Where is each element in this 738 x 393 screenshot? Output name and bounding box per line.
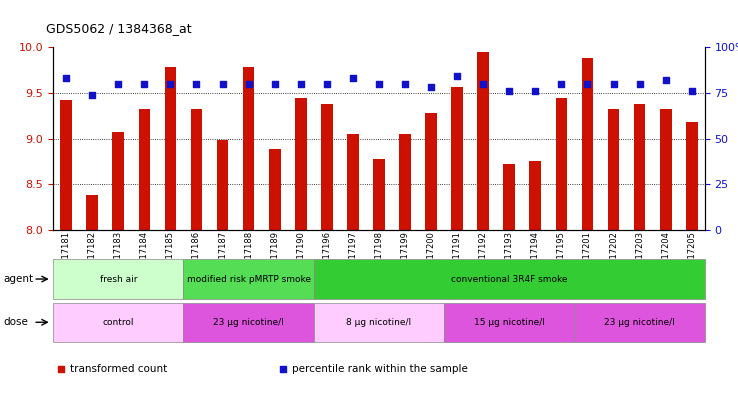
Point [399,81,411,87]
Point [347,75,359,81]
Point [686,88,697,94]
Point [139,81,151,87]
Bar [399,134,411,230]
Point [269,81,280,87]
Bar [503,164,515,230]
Text: fresh air: fresh air [100,275,137,283]
Point [190,81,202,87]
Text: 8 μg nicotine/l: 8 μg nicotine/l [346,318,412,327]
Bar [314,259,705,299]
Bar [582,58,593,230]
Text: control: control [103,318,134,327]
Text: 23 μg nicotine/l: 23 μg nicotine/l [604,318,675,327]
Bar [184,303,314,342]
Bar [574,303,705,342]
Bar [660,109,672,230]
Point [295,81,307,87]
Text: percentile rank within the sample: percentile rank within the sample [292,364,467,375]
Bar [165,67,176,230]
Point [277,366,289,373]
Point [217,81,229,87]
Bar [139,109,151,230]
Text: 23 μg nicotine/l: 23 μg nicotine/l [213,318,284,327]
Point [556,81,568,87]
Bar [295,98,306,230]
Text: 15 μg nicotine/l: 15 μg nicotine/l [474,318,545,327]
Bar [607,109,619,230]
Point [373,81,385,87]
Bar [53,259,184,299]
Bar [444,303,574,342]
Bar [269,149,280,230]
Bar [112,132,124,230]
Point [243,81,255,87]
Bar [61,100,72,230]
Text: modified risk pMRTP smoke: modified risk pMRTP smoke [187,275,311,283]
Bar [634,104,646,230]
Point [112,81,124,87]
Bar [217,140,229,230]
Point [634,81,646,87]
Point [582,81,593,87]
Point [660,77,672,83]
Point [86,92,98,98]
Bar [86,195,98,230]
Bar [314,303,444,342]
Point [55,366,67,373]
Point [165,81,176,87]
Point [529,88,541,94]
Bar [686,122,697,230]
Point [61,75,72,81]
Text: GDS5062 / 1384368_at: GDS5062 / 1384368_at [46,22,191,35]
Bar [477,52,489,230]
Text: dose: dose [4,317,29,327]
Bar [556,98,568,230]
Bar [190,109,202,230]
Bar [347,134,359,230]
Point [477,81,489,87]
Point [451,73,463,79]
Point [607,81,619,87]
Bar [243,67,255,230]
Point [503,88,515,94]
Text: agent: agent [4,274,34,284]
Bar [425,113,437,230]
Bar [321,104,333,230]
Point [425,84,437,90]
Text: transformed count: transformed count [70,364,168,375]
Bar [452,87,463,230]
Bar [184,259,314,299]
Bar [373,159,384,230]
Bar [529,162,541,230]
Point [321,81,333,87]
Bar [53,303,184,342]
Text: conventional 3R4F smoke: conventional 3R4F smoke [451,275,568,283]
